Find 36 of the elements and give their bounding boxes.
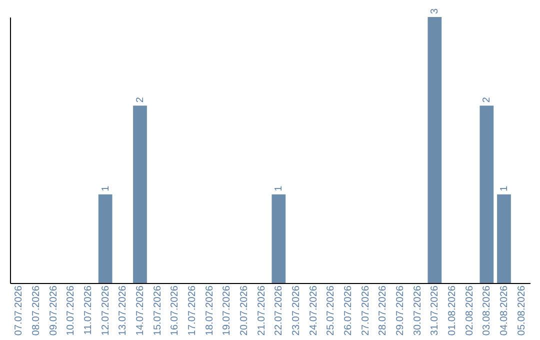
x-tick-label: 31.07.2026	[430, 285, 441, 336]
x-tick-label: 24.07.2026	[308, 285, 320, 336]
x-tick-label: 19.07.2026	[222, 285, 233, 336]
x-tick-label: 08.07.2026	[31, 285, 42, 336]
x-tick-label: 20.07.2026	[239, 285, 250, 336]
x-tick-label: 26.07.2026	[343, 285, 354, 336]
x-tick-label: 09.07.2026	[48, 285, 60, 336]
data-label: 3	[430, 8, 441, 14]
x-tick-label: 14.07.2026	[135, 285, 146, 336]
x-tick-label: 13.07.2026	[118, 285, 129, 336]
x-tick-label: 11.07.2026	[83, 285, 94, 335]
x-tick-label: 05.08.2026	[516, 285, 528, 336]
data-label: 1	[274, 185, 285, 192]
x-tick-label: 04.08.2026	[499, 285, 510, 336]
x-tick-label: 07.07.2026	[14, 285, 25, 336]
x-tick-label: 01.08.2026	[447, 285, 458, 336]
x-tick-label: 02.08.2026	[464, 285, 476, 336]
x-tick-label: 27.07.2026	[360, 285, 372, 336]
x-tick-label: 17.07.2026	[187, 285, 198, 336]
x-tick-label: 29.07.2026	[395, 285, 406, 336]
x-tick-label: 10.07.2026	[66, 285, 77, 336]
x-tick-label: 28.07.2026	[378, 285, 389, 336]
x-tick-label: 21.07.2026	[256, 285, 268, 336]
data-label: 2	[482, 96, 493, 103]
x-tick-label: 25.07.2026	[326, 285, 337, 336]
x-tick-label: 23.07.2026	[291, 285, 302, 336]
data-label: 1	[100, 185, 112, 192]
x-tick-label: 12.07.2026	[100, 285, 112, 336]
x-tick-label: 16.07.2026	[170, 285, 181, 336]
x-tick-label: 18.07.2026	[204, 285, 216, 336]
x-tick-label: 22.07.2026	[274, 285, 285, 336]
x-tick-label: 15.07.2026	[152, 285, 164, 336]
x-tick-label: 30.07.2026	[412, 285, 424, 336]
data-label: 2	[135, 96, 146, 103]
x-tick-label: 03.08.2026	[482, 285, 493, 336]
data-label: 1	[499, 185, 510, 192]
